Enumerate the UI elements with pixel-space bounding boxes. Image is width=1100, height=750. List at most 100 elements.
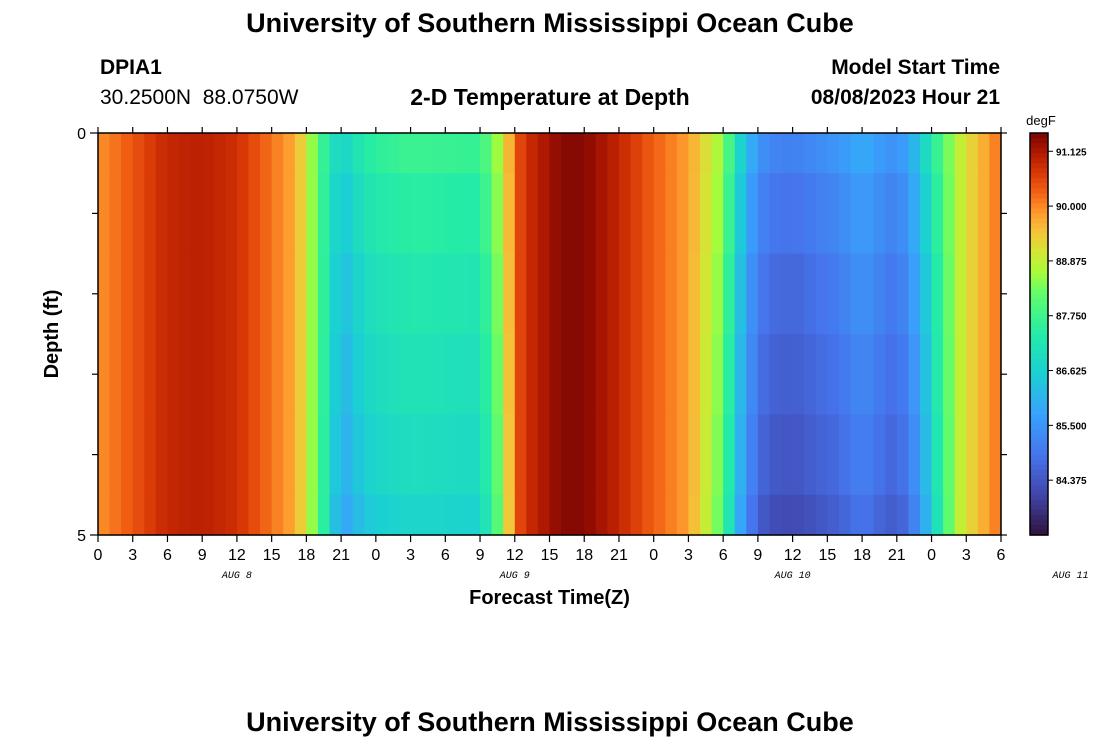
heatmap-cell bbox=[711, 494, 724, 536]
heatmap-cell bbox=[98, 133, 111, 174]
heatmap-cell bbox=[179, 334, 192, 415]
heatmap-cell bbox=[549, 334, 562, 415]
heatmap-cell bbox=[781, 414, 794, 496]
heatmap-cell bbox=[294, 133, 307, 174]
heatmap-cell bbox=[781, 133, 794, 174]
colorbar-swatch bbox=[1030, 529, 1048, 536]
heatmap-cell bbox=[919, 414, 933, 496]
heatmap-cell bbox=[618, 133, 632, 174]
heatmap-cell bbox=[144, 494, 157, 536]
heatmap-cell bbox=[260, 414, 273, 496]
colorbar-swatch bbox=[1030, 409, 1048, 416]
heatmap-cell bbox=[642, 414, 655, 496]
heatmap-cell bbox=[665, 494, 678, 536]
heatmap-cell bbox=[804, 133, 817, 174]
heatmap-cell bbox=[688, 414, 701, 496]
colorbar-swatch bbox=[1030, 148, 1048, 154]
heatmap-cell bbox=[734, 253, 747, 335]
heatmap-cell bbox=[526, 494, 539, 536]
x-tick-label: 3 bbox=[962, 547, 971, 564]
heatmap-cell bbox=[642, 494, 655, 536]
day-label: AUG 8 bbox=[221, 571, 252, 582]
heatmap-cell bbox=[618, 334, 632, 415]
colorbar-tick-label: 84.375 bbox=[1056, 476, 1087, 487]
x-tick-label: 9 bbox=[198, 547, 207, 564]
colorbar-swatch bbox=[1030, 364, 1048, 370]
heatmap-cell bbox=[271, 414, 284, 496]
heatmap-cell bbox=[387, 173, 400, 255]
heatmap-cell bbox=[595, 253, 608, 335]
heatmap-cell bbox=[827, 414, 840, 496]
heatmap-cell bbox=[827, 133, 840, 174]
heatmap-cell bbox=[236, 253, 250, 335]
heatmap-cell bbox=[595, 133, 608, 174]
heatmap-cell bbox=[387, 494, 400, 536]
colorbar-swatch bbox=[1030, 278, 1048, 285]
heatmap-cell bbox=[491, 494, 504, 536]
heatmap-cell bbox=[561, 173, 574, 255]
heatmap-cell bbox=[341, 334, 354, 415]
heatmap-cell bbox=[225, 133, 238, 174]
heatmap-cell bbox=[283, 494, 296, 536]
heatmap-cell bbox=[294, 334, 307, 415]
colorbar-swatch bbox=[1030, 243, 1048, 250]
heatmap-cell bbox=[526, 253, 539, 335]
heatmap-cell bbox=[306, 334, 319, 415]
heatmap-cell bbox=[896, 133, 909, 174]
heatmap-cell bbox=[943, 334, 956, 415]
heatmap-cell bbox=[317, 494, 331, 536]
heatmap-cell bbox=[202, 494, 215, 536]
heatmap-cell bbox=[179, 414, 192, 496]
colorbar-swatch bbox=[1030, 218, 1048, 225]
heatmap-cell bbox=[688, 253, 701, 335]
heatmap-cell bbox=[248, 494, 261, 536]
heatmap-cell bbox=[746, 253, 759, 335]
heatmap-cell bbox=[665, 133, 678, 174]
heatmap-cell bbox=[109, 133, 122, 174]
heatmap-cell bbox=[618, 494, 632, 536]
heatmap-cell bbox=[723, 133, 736, 174]
colorbar-swatch bbox=[1030, 369, 1048, 375]
heatmap-cell bbox=[804, 173, 817, 255]
heatmap-cell bbox=[549, 253, 562, 335]
heatmap-cell bbox=[317, 253, 331, 335]
heatmap-cell bbox=[781, 494, 794, 536]
heatmap-cell bbox=[862, 494, 875, 536]
heatmap-cell bbox=[977, 334, 991, 415]
colorbar-swatch bbox=[1030, 323, 1048, 330]
heatmap-cell bbox=[665, 414, 678, 496]
colorbar-swatch bbox=[1030, 469, 1048, 476]
heatmap-cell bbox=[132, 494, 145, 536]
heatmap-cell bbox=[155, 133, 169, 174]
heatmap-cell bbox=[283, 133, 296, 174]
x-axis: 0 3 6 9 12 15 18 21 0 3 6 9 12 15 18 21 0 3 6 9 12 15 18 21 0 3 6 A… bbox=[94, 127, 1088, 582]
y-tick-label: 0 bbox=[77, 126, 86, 143]
heatmap-cell bbox=[260, 133, 273, 174]
x-tick-label: 15 bbox=[541, 547, 559, 564]
heatmap-cell bbox=[375, 253, 389, 335]
heatmap-cell bbox=[734, 334, 747, 415]
heatmap-cell bbox=[827, 253, 840, 335]
colorbar-swatch bbox=[1030, 519, 1048, 526]
heatmap-cell bbox=[202, 173, 215, 255]
colorbar-swatch bbox=[1030, 464, 1048, 471]
heatmap-cell bbox=[688, 334, 701, 415]
heatmap-cell bbox=[827, 494, 840, 536]
heatmap-cell bbox=[109, 173, 122, 255]
heatmap-cell bbox=[873, 133, 886, 174]
heatmap-cell bbox=[294, 494, 307, 536]
heatmap-cell bbox=[607, 334, 620, 415]
heatmap-cell bbox=[526, 334, 539, 415]
heatmap-cell bbox=[433, 414, 446, 496]
heatmap-cell bbox=[283, 414, 296, 496]
x-tick-label: 18 bbox=[297, 547, 315, 564]
heatmap-cell bbox=[746, 414, 759, 496]
heatmap-cell bbox=[607, 253, 620, 335]
heatmap-cell bbox=[943, 173, 956, 255]
heatmap-cell bbox=[966, 414, 979, 496]
heatmap-cell bbox=[781, 173, 794, 255]
x-tick-label: 12 bbox=[506, 547, 524, 564]
heatmap-cell bbox=[271, 334, 284, 415]
plot-title: 2-D Temperature at Depth bbox=[410, 84, 690, 110]
heatmap-cell bbox=[260, 494, 273, 536]
